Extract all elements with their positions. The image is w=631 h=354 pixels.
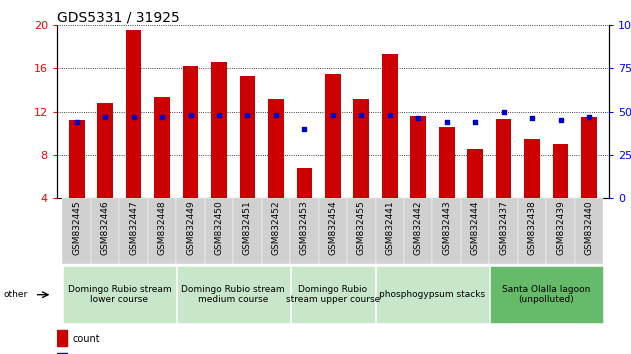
Bar	[240, 76, 256, 198]
Bar	[69, 120, 85, 198]
Text: count: count	[72, 333, 100, 344]
Bar	[439, 127, 454, 198]
Bar	[57, 353, 67, 354]
Text: Santa Olalla lagoon
(unpolluted): Santa Olalla lagoon (unpolluted)	[502, 285, 591, 304]
Bar	[581, 117, 597, 198]
Text: GSM832442: GSM832442	[414, 200, 423, 255]
Point	[186, 112, 196, 118]
Text: GSM832448: GSM832448	[158, 200, 167, 255]
Text: Domingo Rubio stream
lower course: Domingo Rubio stream lower course	[68, 285, 171, 304]
Text: Domingo Rubio
stream upper course: Domingo Rubio stream upper course	[286, 285, 380, 304]
Text: GSM832440: GSM832440	[584, 200, 594, 255]
Point	[271, 112, 281, 118]
Point	[157, 114, 167, 120]
FancyBboxPatch shape	[63, 266, 176, 323]
Text: GSM832452: GSM832452	[271, 200, 280, 255]
FancyBboxPatch shape	[91, 198, 119, 264]
Text: Domingo Rubio stream
medium course: Domingo Rubio stream medium course	[182, 285, 285, 304]
FancyBboxPatch shape	[177, 266, 290, 323]
Text: GSM832447: GSM832447	[129, 200, 138, 255]
Text: GSM832455: GSM832455	[357, 200, 366, 255]
Bar	[154, 97, 170, 198]
FancyBboxPatch shape	[233, 198, 262, 264]
FancyBboxPatch shape	[62, 198, 91, 264]
Point	[584, 114, 594, 120]
Text: GDS5331 / 31925: GDS5331 / 31925	[57, 11, 180, 25]
Bar	[57, 330, 67, 346]
FancyBboxPatch shape	[490, 266, 603, 323]
Point	[498, 109, 509, 114]
Text: GSM832446: GSM832446	[101, 200, 110, 255]
FancyBboxPatch shape	[290, 198, 319, 264]
Text: GSM832438: GSM832438	[528, 200, 536, 255]
FancyBboxPatch shape	[432, 198, 461, 264]
Bar	[353, 98, 369, 198]
FancyBboxPatch shape	[347, 198, 375, 264]
FancyBboxPatch shape	[119, 198, 148, 264]
Point	[413, 116, 423, 121]
Bar	[183, 66, 198, 198]
Point	[527, 116, 537, 121]
Bar	[496, 119, 512, 198]
Bar	[97, 103, 113, 198]
Point	[470, 119, 480, 125]
Bar	[268, 98, 284, 198]
Text: GSM832454: GSM832454	[328, 200, 338, 255]
Point	[299, 126, 309, 132]
FancyBboxPatch shape	[262, 198, 290, 264]
FancyBboxPatch shape	[490, 198, 518, 264]
Text: GSM832437: GSM832437	[499, 200, 508, 255]
Point	[442, 119, 452, 125]
Bar	[468, 149, 483, 198]
Bar	[410, 116, 426, 198]
Bar	[325, 74, 341, 198]
FancyBboxPatch shape	[148, 198, 176, 264]
Point	[328, 112, 338, 118]
FancyBboxPatch shape	[376, 266, 489, 323]
Text: GSM832449: GSM832449	[186, 200, 195, 255]
Bar	[297, 168, 312, 198]
Text: GSM832451: GSM832451	[243, 200, 252, 255]
Text: GSM832441: GSM832441	[386, 200, 394, 255]
Bar	[382, 54, 398, 198]
FancyBboxPatch shape	[575, 198, 603, 264]
FancyBboxPatch shape	[176, 198, 205, 264]
Point	[242, 112, 252, 118]
Text: phosphogypsum stacks: phosphogypsum stacks	[379, 290, 485, 299]
Bar	[524, 139, 540, 198]
FancyBboxPatch shape	[546, 198, 575, 264]
FancyBboxPatch shape	[375, 198, 404, 264]
Bar	[553, 144, 569, 198]
Text: GSM832450: GSM832450	[215, 200, 223, 255]
Text: GSM832445: GSM832445	[72, 200, 81, 255]
Text: GSM832453: GSM832453	[300, 200, 309, 255]
Point	[72, 119, 82, 125]
FancyBboxPatch shape	[404, 198, 432, 264]
FancyBboxPatch shape	[205, 198, 233, 264]
Text: GSM832443: GSM832443	[442, 200, 451, 255]
Bar	[126, 30, 141, 198]
Point	[385, 112, 395, 118]
FancyBboxPatch shape	[518, 198, 546, 264]
FancyBboxPatch shape	[461, 198, 490, 264]
FancyBboxPatch shape	[319, 198, 347, 264]
Text: GSM832439: GSM832439	[556, 200, 565, 255]
Point	[100, 114, 110, 120]
Text: GSM832444: GSM832444	[471, 200, 480, 255]
FancyBboxPatch shape	[291, 266, 375, 323]
Point	[357, 112, 367, 118]
Point	[555, 118, 565, 123]
Text: other: other	[3, 290, 27, 299]
Bar	[211, 62, 227, 198]
Point	[214, 112, 224, 118]
Point	[129, 114, 139, 120]
